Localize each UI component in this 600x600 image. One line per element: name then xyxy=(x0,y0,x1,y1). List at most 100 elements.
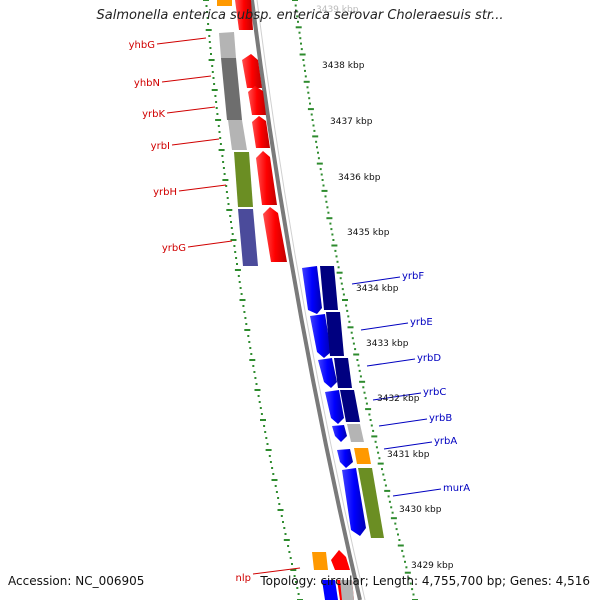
ruler-tick xyxy=(307,91,310,94)
cds-arrow xyxy=(332,425,347,442)
ruler-tick xyxy=(229,215,232,217)
ruler-tick xyxy=(375,446,378,449)
cds-arrow xyxy=(342,468,366,536)
ruler-labels: 3439 kbp 3438 kbp 3437 kbp 3436 kbp 3435… xyxy=(316,5,454,571)
ruler-tick-major xyxy=(404,571,411,574)
ruler-label: 3429 kbp xyxy=(411,561,454,571)
ruler-tick xyxy=(243,311,246,313)
ruler-tick xyxy=(365,402,368,405)
ruler-tick-major xyxy=(222,179,229,181)
ruler-tick-major xyxy=(230,239,237,241)
ruler-tick xyxy=(221,155,224,157)
ruler-tick xyxy=(368,413,371,416)
ruler-tick xyxy=(208,35,211,37)
ruler-tick xyxy=(289,557,292,559)
cog-block xyxy=(234,152,253,207)
ruler-tick xyxy=(272,473,275,475)
cds-arrow xyxy=(263,207,287,262)
gene-label-yrbk[interactable]: yrbK xyxy=(142,109,165,120)
ruler-tick xyxy=(397,533,399,536)
cds-arrow xyxy=(337,449,353,468)
ruler-tick xyxy=(205,5,208,7)
ruler-tick-major xyxy=(290,569,297,571)
ruler-tick xyxy=(374,440,377,443)
ruler-tick xyxy=(287,545,290,547)
gene-label-nlp[interactable]: nlp xyxy=(236,573,251,584)
leader-line xyxy=(161,75,212,83)
cog-block xyxy=(340,390,360,422)
leader-line xyxy=(372,392,422,401)
ruler-tick xyxy=(325,200,328,203)
ruler-tick xyxy=(242,305,245,307)
ruler-tick xyxy=(319,168,322,171)
ruler-tick xyxy=(240,293,243,295)
ruler-tick xyxy=(326,206,329,209)
ruler-tick-major xyxy=(326,217,333,220)
gene-label-yrbf[interactable]: yrbF xyxy=(402,271,424,282)
ruler-tick xyxy=(313,129,316,132)
ruler-tick xyxy=(282,521,284,523)
gene-label-yrbc[interactable]: yrbC xyxy=(423,387,446,398)
ruler-tick-major xyxy=(365,408,372,411)
gene-label-yrbd[interactable]: yrbD xyxy=(417,353,441,364)
ruler-tick-major xyxy=(249,359,256,361)
ruler-label: 3435 kbp xyxy=(347,228,390,238)
ruler-tick xyxy=(206,11,209,13)
ruler-tick xyxy=(357,364,360,367)
ruler-tick xyxy=(231,233,234,235)
ruler-tick xyxy=(222,167,225,169)
ruler-tick xyxy=(350,331,353,334)
ruler-tick-major xyxy=(299,53,306,56)
ruler-tick xyxy=(317,151,319,154)
ruler-tick xyxy=(288,551,291,553)
gene-label-yrbe[interactable]: yrbE xyxy=(410,317,433,328)
leader-line xyxy=(366,358,416,367)
ruler-tick xyxy=(372,429,375,432)
leader-line xyxy=(166,106,216,114)
ruler-tick-major xyxy=(371,435,378,438)
ruler-tick xyxy=(330,228,333,231)
genome-backbone-highlight xyxy=(256,0,366,600)
ruler-tick xyxy=(280,515,283,517)
cds-arrow xyxy=(235,0,253,30)
ruler-tick-major xyxy=(254,389,261,391)
ruler-tick xyxy=(215,107,218,109)
ruler-tick xyxy=(230,221,232,223)
ruler-tick xyxy=(250,353,253,355)
ruler-tick xyxy=(352,342,355,345)
ruler-tick xyxy=(320,173,323,176)
gene-label-yrba[interactable]: yrbA xyxy=(434,436,457,447)
ruler-tick xyxy=(306,86,309,89)
ruler-tick xyxy=(409,582,412,585)
ruler-tick xyxy=(239,287,242,289)
ruler-tick xyxy=(304,75,307,78)
gene-label-yrbi[interactable]: yrbI xyxy=(151,141,170,152)
ruler-tick xyxy=(215,101,218,103)
gene-label-yhbg[interactable]: yhbG xyxy=(129,40,155,51)
ruler-tick xyxy=(278,503,281,505)
ruler-tick xyxy=(321,179,324,181)
ruler-tick xyxy=(336,260,339,263)
ruler-tick xyxy=(316,146,318,149)
ruler-tick xyxy=(219,143,222,145)
gene-label-mura[interactable]: murA xyxy=(443,483,470,494)
gene-label-yrbb[interactable]: yrbB xyxy=(429,413,452,424)
gene-label-yrbg[interactable]: yrbG xyxy=(162,243,186,254)
ruler-tick xyxy=(236,263,238,265)
forward-gene-labels: yhbG yhbN yrbK yrbI yrbH yrbG nlp xyxy=(129,37,301,584)
ruler-tick xyxy=(404,560,406,563)
ruler-tick xyxy=(225,185,228,187)
leader-line xyxy=(383,441,433,450)
ruler-tick xyxy=(329,222,332,225)
ruler-tick xyxy=(277,497,280,499)
topology-info: Topology: circular; Length: 4,755,700 bp… xyxy=(260,574,590,588)
cds-arrow xyxy=(318,358,337,388)
gene-label-yhbn[interactable]: yhbN xyxy=(134,78,160,89)
ruler-tick-major xyxy=(226,209,233,211)
ruler-label: 3439 kbp xyxy=(316,5,359,15)
ruler-tick xyxy=(212,77,215,79)
gene-label-yrbh[interactable]: yrbH xyxy=(153,187,177,198)
ruler-tick-major xyxy=(277,509,284,511)
leader-line xyxy=(178,184,227,192)
cog-block-orange xyxy=(354,448,371,464)
